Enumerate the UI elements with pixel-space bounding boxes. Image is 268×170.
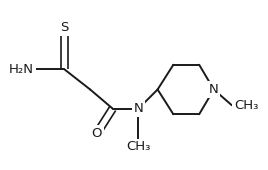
Text: O: O [92,127,102,140]
Text: N: N [134,102,143,115]
Text: N: N [209,83,219,96]
Text: CH₃: CH₃ [126,140,151,153]
Text: S: S [60,21,69,34]
Text: CH₃: CH₃ [234,99,258,112]
Text: H₂N: H₂N [9,63,34,76]
